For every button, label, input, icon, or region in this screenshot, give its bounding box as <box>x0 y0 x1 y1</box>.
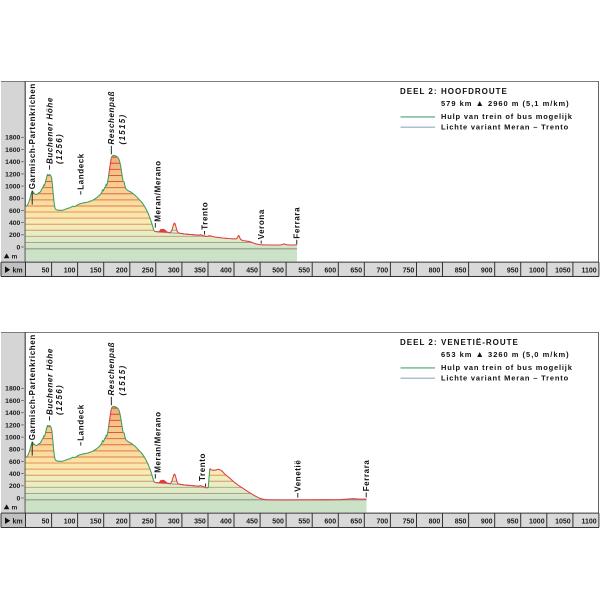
svg-text:300: 300 <box>168 519 180 526</box>
svg-text:800: 800 <box>9 196 21 203</box>
svg-text:1050: 1050 <box>555 519 571 526</box>
svg-text:km: km <box>13 268 23 275</box>
svg-text:1200: 1200 <box>5 171 20 178</box>
svg-text:950: 950 <box>507 268 519 275</box>
svg-text:600: 600 <box>324 519 336 526</box>
svg-text:HOOFDROUTE: HOOFDROUTE <box>441 87 508 96</box>
svg-text:Hulp van trein of bus mogelijk: Hulp van trein of bus mogelijk <box>441 363 573 372</box>
svg-text:Ferrara: Ferrara <box>362 460 371 492</box>
svg-text:200: 200 <box>116 268 128 275</box>
svg-text:750: 750 <box>403 268 415 275</box>
svg-text:750: 750 <box>403 519 415 526</box>
svg-text:Trento: Trento <box>198 453 207 481</box>
svg-text:m: m <box>12 504 18 511</box>
svg-text:100: 100 <box>64 519 76 526</box>
svg-text:150: 150 <box>90 268 102 275</box>
svg-text:900: 900 <box>481 519 493 526</box>
svg-text:VENETIË-ROUTE: VENETIË-ROUTE <box>441 338 519 347</box>
svg-text:Verona: Verona <box>257 209 266 239</box>
svg-text:Meran/Merano: Meran/Merano <box>154 160 163 221</box>
svg-text:Reschenpaß: Reschenpaß <box>107 91 116 145</box>
svg-text:Garmisch-Partenkrichen: Garmisch-Partenkrichen <box>28 334 37 440</box>
svg-text:700: 700 <box>377 268 389 275</box>
svg-text:Buchener Höhe: Buchener Höhe <box>45 97 54 164</box>
svg-text:DEEL 2:: DEEL 2: <box>400 338 438 347</box>
svg-text:250: 250 <box>142 268 154 275</box>
svg-text:653 km ▲ 3260 m (5,0 m/km): 653 km ▲ 3260 m (5,0 m/km) <box>441 349 570 359</box>
svg-text:550: 550 <box>298 268 310 275</box>
svg-text:450: 450 <box>246 268 258 275</box>
svg-text:550: 550 <box>298 519 310 526</box>
svg-text:1800: 1800 <box>5 135 20 142</box>
svg-text:Lichte variant Meran – Trento: Lichte variant Meran – Trento <box>441 374 569 383</box>
svg-text:1600: 1600 <box>5 398 20 405</box>
svg-text:1200: 1200 <box>5 422 20 429</box>
svg-text:200: 200 <box>9 232 21 239</box>
svg-text:1600: 1600 <box>5 147 20 154</box>
svg-text:(1256): (1256) <box>55 133 64 164</box>
svg-text:(1256): (1256) <box>55 384 64 415</box>
svg-text:600: 600 <box>9 208 21 215</box>
svg-text:1000: 1000 <box>529 519 545 526</box>
svg-text:1800: 1800 <box>5 386 20 393</box>
svg-text:400: 400 <box>9 471 21 478</box>
svg-text:m: m <box>12 253 18 260</box>
svg-text:850: 850 <box>455 268 467 275</box>
svg-text:700: 700 <box>377 519 389 526</box>
svg-text:800: 800 <box>429 268 441 275</box>
svg-text:300: 300 <box>168 268 180 275</box>
svg-text:500: 500 <box>272 519 284 526</box>
svg-text:1000: 1000 <box>5 184 20 191</box>
svg-text:579 km ▲ 2960 m (5,1 m/km): 579 km ▲ 2960 m (5,1 m/km) <box>441 98 570 108</box>
svg-text:50: 50 <box>42 519 50 526</box>
svg-text:650: 650 <box>350 519 362 526</box>
svg-text:600: 600 <box>324 268 336 275</box>
svg-text:600: 600 <box>9 459 21 466</box>
svg-text:(1515): (1515) <box>118 365 127 396</box>
svg-text:400: 400 <box>9 220 21 227</box>
svg-text:200: 200 <box>9 483 21 490</box>
svg-text:0: 0 <box>17 495 21 502</box>
svg-text:Reschenpaß: Reschenpaß <box>107 342 116 396</box>
svg-text:Meran/Merano: Meran/Merano <box>154 411 163 472</box>
svg-text:0: 0 <box>17 244 21 251</box>
svg-text:350: 350 <box>194 519 206 526</box>
svg-text:Landeck: Landeck <box>77 404 86 441</box>
svg-text:900: 900 <box>481 268 493 275</box>
svg-text:500: 500 <box>272 268 284 275</box>
svg-text:450: 450 <box>246 519 258 526</box>
svg-text:1000: 1000 <box>5 435 20 442</box>
svg-text:1100: 1100 <box>582 519 597 526</box>
svg-text:1400: 1400 <box>5 159 20 166</box>
svg-text:DEEL 2:: DEEL 2: <box>400 87 438 96</box>
svg-text:1100: 1100 <box>582 268 597 275</box>
svg-text:400: 400 <box>220 268 232 275</box>
svg-text:Lichte variant Meran – Trento: Lichte variant Meran – Trento <box>441 123 569 132</box>
svg-text:950: 950 <box>507 519 519 526</box>
svg-text:Trento: Trento <box>201 202 210 230</box>
svg-text:200: 200 <box>116 519 128 526</box>
svg-text:150: 150 <box>90 519 102 526</box>
svg-text:Landeck: Landeck <box>77 153 86 190</box>
svg-text:1000: 1000 <box>529 268 545 275</box>
svg-text:100: 100 <box>64 268 76 275</box>
svg-text:850: 850 <box>455 519 467 526</box>
svg-text:400: 400 <box>220 519 232 526</box>
svg-text:50: 50 <box>42 268 50 275</box>
svg-text:Garmisch-Partenkrichen: Garmisch-Partenkrichen <box>28 83 37 189</box>
svg-text:Ferrara: Ferrara <box>293 207 302 239</box>
svg-text:350: 350 <box>194 268 206 275</box>
svg-text:1050: 1050 <box>555 268 571 275</box>
svg-text:250: 250 <box>142 519 154 526</box>
svg-text:km: km <box>13 519 23 526</box>
svg-text:Hulp van trein of bus mogelijk: Hulp van trein of bus mogelijk <box>441 112 573 121</box>
svg-text:Buchener Höhe: Buchener Höhe <box>45 348 54 415</box>
svg-text:1400: 1400 <box>5 410 20 417</box>
svg-text:800: 800 <box>9 447 21 454</box>
svg-text:800: 800 <box>429 519 441 526</box>
svg-text:650: 650 <box>350 268 362 275</box>
svg-text:Venetië: Venetië <box>294 460 303 492</box>
svg-text:(1515): (1515) <box>118 114 127 145</box>
